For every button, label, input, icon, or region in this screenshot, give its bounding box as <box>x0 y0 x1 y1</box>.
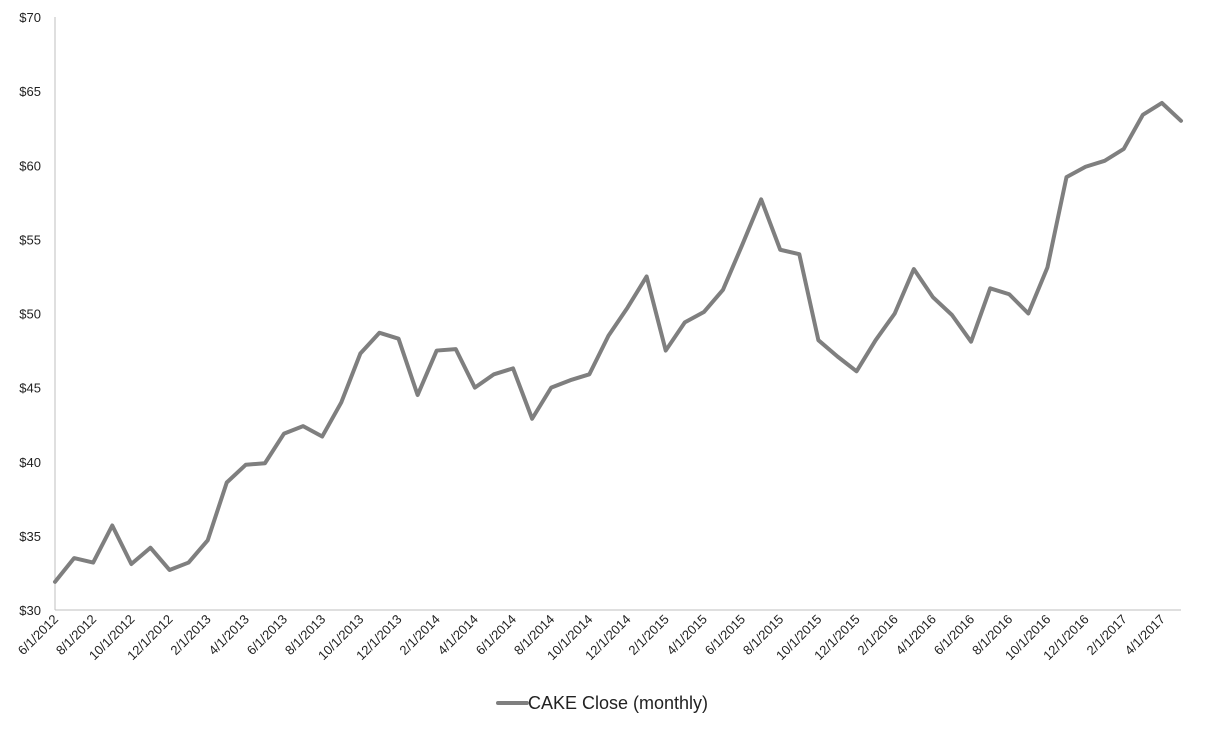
y-tick-label: $30 <box>19 603 41 618</box>
x-tick-label: 2/1/2016 <box>854 612 900 658</box>
x-axis-ticks: 6/1/20128/1/201210/1/201212/1/20122/1/20… <box>15 612 1168 664</box>
x-tick-label: 6/1/2012 <box>15 612 61 658</box>
x-tick-label: 2/1/2017 <box>1083 612 1129 658</box>
y-tick-label: $45 <box>19 381 41 396</box>
y-axis-ticks: $30 $35 $40 $45 $50 $55 $60 $65 $70 <box>19 10 41 618</box>
y-tick-label: $60 <box>19 158 41 173</box>
y-tick-label: $70 <box>19 10 41 25</box>
y-tick-label: $35 <box>19 529 41 544</box>
x-tick-label: 2/1/2015 <box>625 612 671 658</box>
x-tick-label: 4/1/2015 <box>664 612 710 658</box>
x-tick-label: 6/1/2016 <box>931 612 977 658</box>
x-tick-label: 4/1/2013 <box>206 612 252 658</box>
y-tick-label: $50 <box>19 307 41 322</box>
x-tick-label: 6/1/2015 <box>702 612 748 658</box>
y-tick-label: $40 <box>19 455 41 470</box>
x-tick-label: 2/1/2014 <box>396 612 442 658</box>
x-tick-label: 4/1/2016 <box>893 612 939 658</box>
x-tick-label: 4/1/2017 <box>1122 612 1168 658</box>
x-tick-label: 2/1/2013 <box>167 612 213 658</box>
x-tick-label: 6/1/2013 <box>244 612 290 658</box>
series-line-cake-close <box>53 100 1183 584</box>
x-tick-label: 6/1/2014 <box>473 612 519 658</box>
y-tick-label: $65 <box>19 84 41 99</box>
y-tick-label: $55 <box>19 232 41 247</box>
x-tick-label: 4/1/2014 <box>435 612 481 658</box>
legend: CAKE Close (monthly) <box>496 693 708 713</box>
legend-label: CAKE Close (monthly) <box>528 693 708 713</box>
